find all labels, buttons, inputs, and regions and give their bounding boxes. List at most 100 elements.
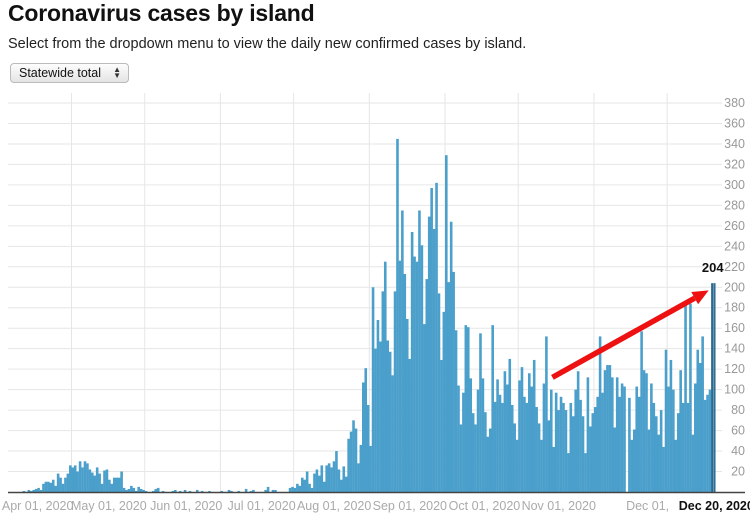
y-tick-label: 60 bbox=[731, 424, 745, 438]
x-tick-label: Jul 01, 2020 bbox=[228, 499, 296, 513]
bar bbox=[584, 453, 587, 492]
x-tick-label: Jun 01, 2020 bbox=[150, 499, 222, 513]
bar bbox=[27, 489, 31, 492]
bar bbox=[542, 383, 546, 492]
bar bbox=[344, 476, 348, 492]
x-tick-label-highlight: Dec 20, 2020 bbox=[679, 499, 750, 513]
page-subtitle: Select from the dropdown menu to view th… bbox=[8, 36, 527, 52]
bar bbox=[684, 301, 687, 492]
bar bbox=[652, 402, 656, 492]
y-tick-label: 320 bbox=[724, 157, 745, 171]
bar bbox=[117, 477, 121, 492]
bar bbox=[103, 470, 106, 492]
bar bbox=[49, 482, 53, 492]
bar bbox=[462, 392, 465, 492]
bar bbox=[139, 488, 143, 492]
bar bbox=[37, 487, 40, 492]
bar bbox=[64, 477, 67, 492]
bar bbox=[689, 303, 692, 492]
bar bbox=[481, 378, 485, 492]
bar bbox=[420, 245, 424, 492]
bar bbox=[152, 490, 155, 492]
bar bbox=[498, 394, 502, 492]
bar bbox=[56, 473, 60, 492]
bar bbox=[174, 489, 177, 492]
bar bbox=[410, 231, 414, 493]
bar bbox=[115, 477, 119, 492]
bar bbox=[515, 439, 519, 492]
bar bbox=[71, 467, 75, 492]
bar bbox=[476, 389, 480, 492]
bar bbox=[606, 365, 609, 492]
bar bbox=[86, 463, 89, 492]
bar bbox=[659, 410, 663, 492]
bar bbox=[486, 436, 490, 492]
bar bbox=[449, 221, 453, 492]
bar bbox=[466, 327, 470, 492]
bar bbox=[493, 401, 497, 492]
bar bbox=[642, 370, 646, 492]
bar bbox=[318, 475, 321, 492]
bar bbox=[598, 336, 602, 492]
bar bbox=[628, 397, 631, 492]
bar bbox=[632, 429, 636, 492]
bar bbox=[608, 365, 612, 492]
bar bbox=[47, 481, 50, 492]
bar bbox=[83, 461, 87, 492]
bar bbox=[188, 490, 192, 492]
bar bbox=[300, 477, 304, 492]
bar bbox=[362, 382, 365, 492]
island-dropdown[interactable]: Statewide total ▲ ▼ bbox=[10, 63, 129, 83]
bar bbox=[423, 324, 426, 492]
bar bbox=[125, 489, 128, 492]
bar bbox=[51, 479, 55, 492]
bar bbox=[127, 488, 131, 492]
bar bbox=[591, 413, 595, 492]
bar bbox=[457, 385, 460, 492]
bar bbox=[142, 489, 145, 492]
bar bbox=[274, 489, 277, 492]
bar bbox=[547, 420, 551, 492]
y-tick-label: 20 bbox=[731, 465, 745, 479]
bar bbox=[330, 467, 333, 492]
bar bbox=[296, 483, 299, 492]
bar bbox=[349, 431, 353, 492]
bar bbox=[364, 368, 368, 492]
bar bbox=[178, 490, 182, 492]
bar bbox=[496, 379, 499, 492]
bar bbox=[325, 465, 328, 492]
bar bbox=[672, 389, 675, 492]
bar bbox=[98, 473, 101, 492]
y-tick-label: 300 bbox=[724, 178, 745, 192]
bar bbox=[545, 336, 548, 492]
bar bbox=[313, 473, 316, 492]
bar bbox=[618, 396, 621, 492]
bar bbox=[667, 386, 670, 492]
bar bbox=[669, 359, 673, 492]
page-title: Coronavirus cases by island bbox=[8, 0, 315, 26]
bar bbox=[91, 472, 94, 492]
bar bbox=[388, 351, 392, 492]
y-tick-label: 340 bbox=[724, 137, 745, 151]
y-tick-label: 260 bbox=[724, 219, 745, 233]
bar bbox=[298, 485, 302, 492]
bar bbox=[108, 479, 111, 492]
bar bbox=[445, 155, 448, 493]
bar bbox=[398, 260, 402, 492]
bar bbox=[523, 396, 526, 492]
bar bbox=[576, 371, 580, 492]
bar bbox=[579, 399, 582, 492]
bar bbox=[657, 434, 660, 492]
bar bbox=[674, 439, 678, 492]
y-tick-label: 100 bbox=[724, 383, 745, 397]
bar bbox=[681, 402, 685, 492]
bar bbox=[650, 383, 653, 492]
y-tick-label: 280 bbox=[724, 198, 745, 212]
bar bbox=[706, 394, 709, 492]
bar bbox=[337, 469, 341, 492]
bar bbox=[508, 358, 512, 492]
bar bbox=[435, 182, 438, 493]
bar bbox=[66, 473, 70, 492]
bar bbox=[69, 465, 72, 492]
bar bbox=[552, 446, 556, 492]
